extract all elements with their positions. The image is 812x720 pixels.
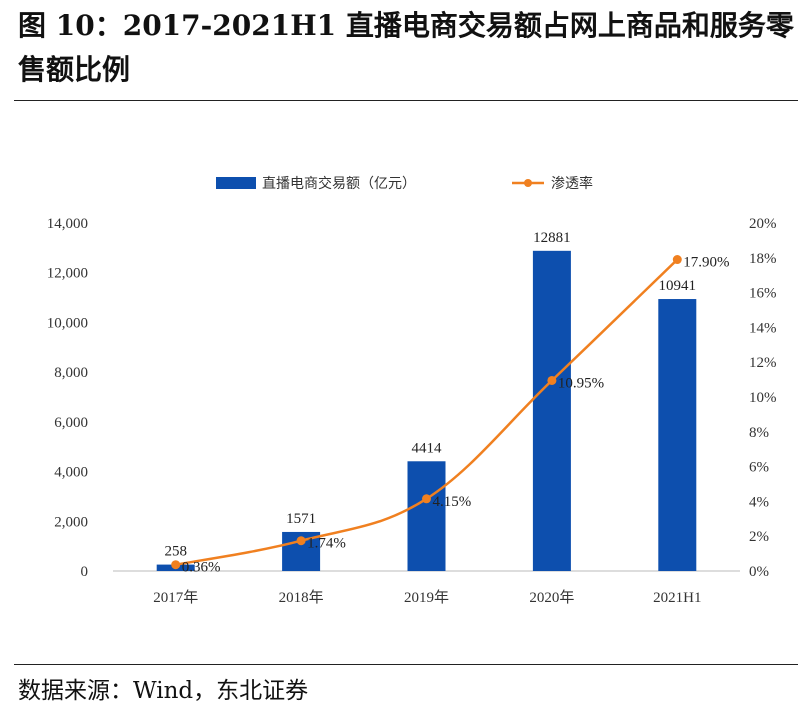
line-value-label: 1.74% — [307, 536, 346, 552]
bars — [156, 250, 697, 572]
line-value-label: 10.95% — [558, 375, 604, 391]
line-point — [296, 536, 306, 546]
penetration-line — [171, 255, 682, 570]
right-tick-label: 12% — [749, 355, 777, 371]
source-divider — [14, 664, 798, 665]
line-point — [171, 560, 181, 570]
chart-area: 直播电商交易额（亿元） 渗透率 0 2,000 4,000 6,000 8,000 10,… — [47, 175, 777, 606]
source-note: 数据来源：Wind，东北证券 — [18, 678, 309, 704]
axes: 0 2,000 4,000 6,000 8,000 10,000 12,000 14,000 0… — [47, 216, 777, 606]
left-tick-label: 10,000 — [47, 315, 88, 331]
left-tick-label: 14,000 — [47, 216, 88, 232]
x-tick-label: 2020年 — [529, 589, 574, 606]
right-tick-label: 20% — [749, 216, 777, 232]
x-tick-label: 2019年 — [404, 589, 449, 606]
line-point — [672, 255, 682, 265]
legend-bar-swatch — [216, 177, 256, 189]
figure-title: 图 10：2017-2021H1 直播电商交易额占网上商品和服务零售额比例 — [18, 9, 794, 86]
x-tick-label: 2018年 — [279, 589, 324, 606]
left-tick-label: 12,000 — [47, 266, 88, 282]
bar-value-label: 4414 — [412, 440, 443, 456]
right-tick-label: 10% — [749, 390, 777, 406]
left-tick-label: 6,000 — [54, 415, 88, 431]
bar-value-label: 10941 — [659, 278, 697, 294]
title-divider — [14, 100, 798, 101]
left-tick-label: 2,000 — [54, 514, 88, 530]
line-value-label: 0.36% — [182, 560, 221, 576]
legend: 直播电商交易额（亿元） 渗透率 — [216, 175, 593, 192]
x-tick-label: 2021H1 — [653, 590, 701, 606]
right-tick-label: 4% — [749, 494, 769, 510]
right-tick-label: 14% — [749, 320, 777, 336]
right-tick-label: 0% — [749, 564, 769, 580]
right-tick-label: 8% — [749, 425, 769, 441]
legend-line-marker — [524, 179, 532, 187]
bar-value-label: 1571 — [286, 511, 316, 527]
bar-value-label: 258 — [164, 544, 187, 560]
right-tick-label: 16% — [749, 286, 777, 302]
right-tick-label: 18% — [749, 251, 777, 267]
bar — [407, 461, 446, 571]
legend-line-label: 渗透率 — [551, 175, 593, 192]
bar — [658, 299, 697, 571]
x-tick-label: 2017年 — [153, 589, 198, 606]
data-labels: 258 1571 4414 12881 10941 0.36% 1.74% 4.15% 10.9… — [164, 230, 729, 576]
line-point — [422, 494, 431, 504]
line-point — [547, 375, 557, 385]
left-tick-label: 8,000 — [54, 365, 88, 381]
left-tick-label: 0 — [81, 564, 89, 580]
left-tick-label: 4,000 — [54, 465, 88, 481]
bar — [532, 250, 571, 572]
legend-bar-label: 直播电商交易额（亿元） — [262, 175, 416, 192]
line-series-path — [175, 258, 679, 566]
line-value-label: 4.15% — [433, 494, 472, 510]
bar-value-label: 12881 — [533, 230, 571, 246]
line-value-label: 17.90% — [683, 255, 729, 271]
right-tick-label: 2% — [749, 529, 769, 545]
right-tick-label: 6% — [749, 460, 769, 476]
